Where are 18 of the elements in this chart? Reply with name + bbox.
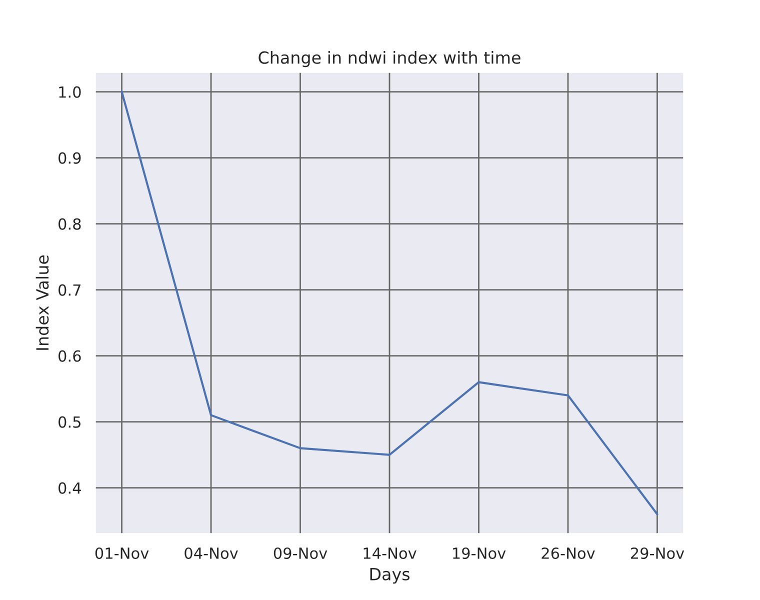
x-tick-label: 26-Nov (542, 547, 595, 560)
y-tick-label: 0.6 (58, 350, 81, 362)
x-axis-title: Days (370, 568, 410, 584)
x-tick-label: 09-Nov (274, 547, 328, 560)
y-tick-label: 0.4 (58, 482, 81, 494)
line-series (120, 90, 658, 516)
chart-title: Change in ndwi index with time (258, 51, 520, 68)
x-tick-label: 14-Nov (364, 548, 416, 560)
x-tick-label: 01-Nov (95, 547, 149, 560)
x-tick-label: 19-Nov (453, 547, 506, 560)
y-axis-title: Index Value (36, 255, 49, 350)
y-tick-label: 1.0 (59, 86, 81, 98)
y-tick-label: 0.9 (58, 152, 81, 164)
y-tick-label: 0.5 (58, 416, 80, 428)
y-tick-label: 0.8 (58, 218, 81, 230)
y-tick-label: 0.7 (58, 284, 80, 296)
x-tick-label: 04-Nov (184, 547, 238, 560)
x-tick-label: 29-Nov (630, 547, 684, 560)
